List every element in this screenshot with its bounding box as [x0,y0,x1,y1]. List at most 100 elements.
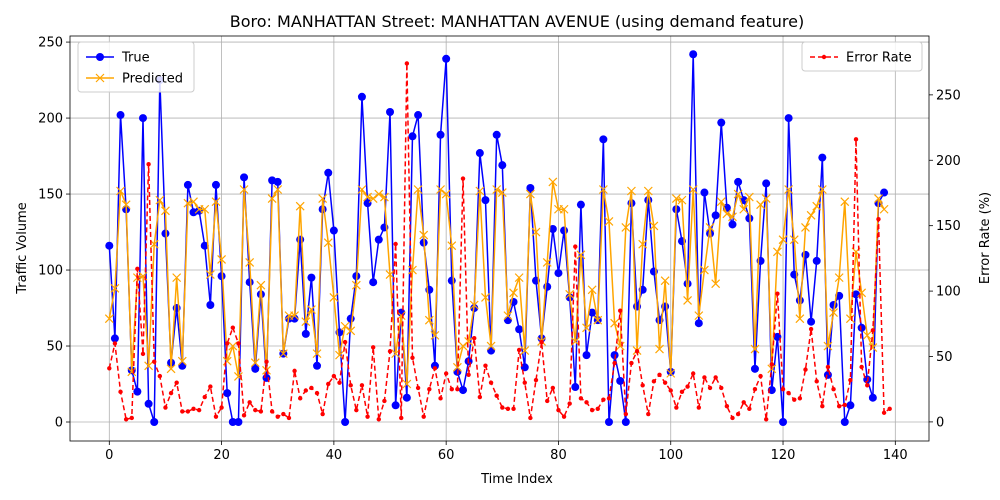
data-point [689,50,698,59]
x-tick-label: 140 [883,448,908,463]
data-point [578,396,584,401]
data-point [745,214,754,223]
data-point [123,417,129,422]
data-point [806,210,816,220]
data-point [705,223,715,232]
data-point [217,254,227,264]
data-point [163,405,168,410]
data-point [655,344,664,354]
data-point [432,366,438,371]
series-predicted [104,177,889,389]
data-point [369,278,378,287]
data-point [887,406,892,412]
data-point [312,349,322,359]
data-point [588,308,597,317]
x-tick-label: 20 [213,448,230,463]
data-point [769,362,774,367]
legend-box [77,41,195,93]
data-point [183,198,193,208]
data-point [638,239,648,249]
data-point [780,386,786,392]
data-point [340,321,350,331]
y-tick-label: 200 [38,112,63,127]
data-point [539,339,544,345]
data-point [241,413,247,418]
data-point [354,407,359,413]
data-point [643,186,653,196]
data-point [387,349,393,354]
data-point [836,404,842,409]
legend-label: Error Rate [846,51,912,66]
data-point [662,380,668,385]
data-point [515,325,524,334]
data-point [481,196,490,205]
data-point [707,385,713,391]
data-point [598,185,608,194]
data-point [550,385,556,391]
data-point [253,407,258,413]
data-point [245,278,254,287]
data-point [711,211,720,220]
data-point [329,226,338,235]
data-point [341,418,350,427]
data-point [845,314,855,324]
data-point [475,186,485,196]
data-point [688,185,698,194]
data-point [526,183,535,192]
data-point [313,361,322,370]
data-point [846,401,855,410]
data-point [234,418,243,427]
data-point [561,414,567,419]
data-point [797,396,803,401]
data-point [357,185,367,194]
data-point [189,197,198,207]
data-point [719,385,724,391]
data-point [853,137,859,142]
data-point [494,393,499,398]
data-point [391,349,401,359]
data-point [584,400,589,405]
data-point [414,111,423,120]
data-point [303,388,309,393]
data-point [230,325,236,330]
data-point [150,418,159,427]
data-point [211,197,221,207]
data-point [848,377,853,383]
data-point [505,406,511,412]
data-point [750,344,760,354]
data-point [228,418,237,427]
data-point [236,341,241,346]
data-point [545,398,550,404]
data-point [195,206,204,215]
data-point [245,258,255,267]
data-point [424,315,434,325]
data-point [281,411,286,417]
data-point [831,386,836,392]
data-point [795,296,804,305]
data-point [612,360,617,366]
data-point [722,209,732,219]
data-point [269,409,275,414]
data-point [447,241,457,251]
data-point [273,185,283,194]
data-point [402,379,412,389]
data-point [533,377,539,383]
data-point [876,216,881,222]
x-axis-label: Time Index [480,472,553,487]
data-point [290,311,299,321]
y-tick-label: 100 [38,264,63,279]
x-tick-label: 100 [658,448,683,463]
data-point [497,188,507,197]
data-point [180,409,185,414]
data-point [685,384,690,389]
y2-tick-label: 250 [936,88,961,103]
data-point [183,180,192,189]
data-point [829,308,838,318]
data-point [823,370,832,379]
data-point [342,339,348,345]
data-point [522,380,527,385]
data-point [593,315,603,325]
data-point [292,368,297,374]
data-point [786,390,791,396]
data-point [767,386,776,395]
